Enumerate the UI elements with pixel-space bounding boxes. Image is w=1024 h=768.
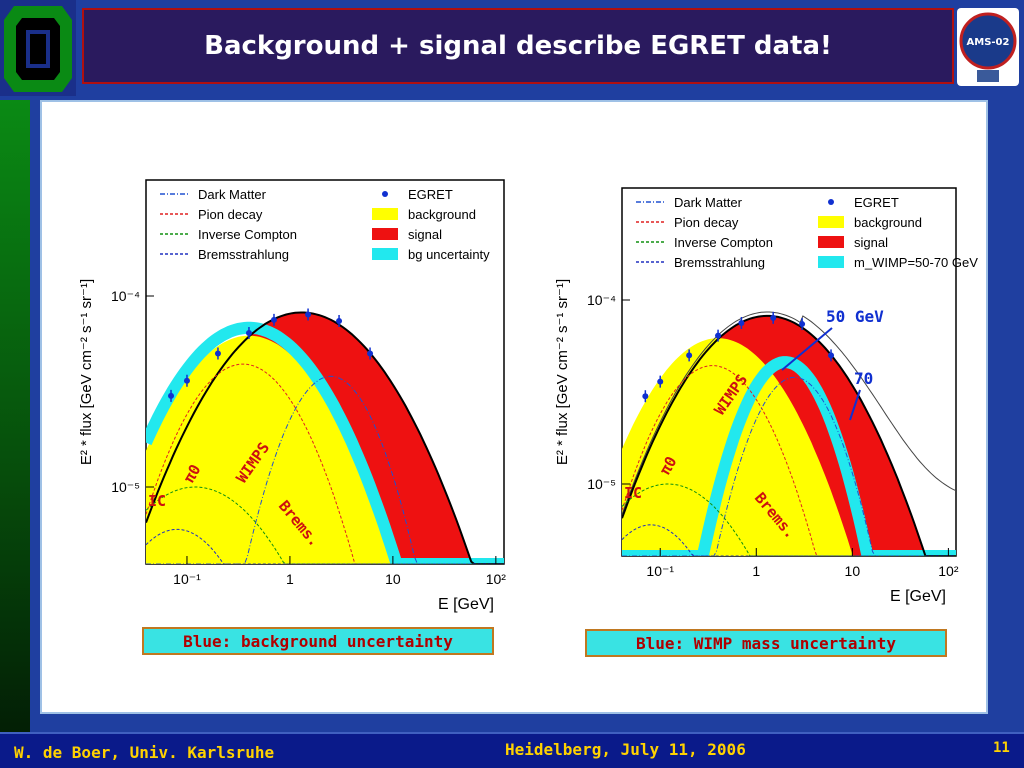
legend-label: Pion decay [674,215,739,230]
y-axis-label: E² * flux [GeV cm⁻² s⁻¹ sr⁻¹] [554,279,571,465]
legend-box [372,208,398,220]
pion-decay-line [146,363,504,564]
bg-uncertainty-band [146,321,504,564]
legend-box [818,236,844,248]
caption-right: Blue: WIMP mass uncertainty [585,629,947,657]
plot-area [622,311,956,556]
egret-point [183,377,190,384]
egret-point [686,352,693,359]
y-tick-label: 10⁻⁴ [587,292,616,308]
slide-title: Background + signal describe EGRET data! [204,31,832,61]
wimp-mass-band [622,356,956,556]
egret-point [770,314,777,321]
legend-label: signal [854,235,888,250]
legend-label: Inverse Compton [198,227,297,242]
egret-point [214,350,221,357]
ams-logo: AMS-02 [957,8,1019,86]
x-axis-label: E [GeV] [890,588,946,605]
annotation-ic: IC [148,492,166,510]
x-tick-label: 10² [486,571,507,587]
x-tick-label: 10 [845,563,861,579]
legend-label: bg uncertainty [408,247,490,262]
legend-box [372,248,398,260]
egret-point [270,316,277,323]
egret-point [367,350,374,357]
footer-author: W. de Boer, Univ. Karlsruhe [14,743,275,762]
chart-right: 10⁻¹ 1 10 10² 10⁻⁵ 10⁻⁴ E [GeV] E² * flux [GeV … [554,187,978,605]
legend-box [372,228,398,240]
ams-logo-text: AMS-02 [967,37,1010,48]
egret-point [738,319,745,326]
pion-decay-line [622,365,956,556]
annotation-50gev-pointer [781,327,833,371]
annotation-50gev: 50 GeV [826,307,884,326]
x-axis-label: E [GeV] [438,596,494,613]
annotation-70-pointer [849,389,861,421]
footer-event: Heidelberg, July 11, 2006 [505,740,746,759]
egret-point [828,352,835,359]
y-tick-label: 10⁻⁴ [111,288,140,304]
title-box: Background + signal describe EGRET data! [82,8,954,84]
egret-point [336,317,343,324]
university-logo [0,0,76,96]
x-tick-label: 10 [385,571,401,587]
legend-label: background [854,215,922,230]
legend-label: signal [408,227,442,242]
legend-box [818,256,844,268]
legend-label: background [408,207,476,222]
caption-left-text: Blue: background uncertainty [183,631,453,651]
alt-total-line [622,311,956,515]
y-tick-label: 10⁻⁵ [587,476,616,492]
plot-area [146,311,504,564]
y-axis-label: E² * flux [GeV cm⁻² s⁻¹ sr⁻¹] [78,279,95,465]
egret-point [799,321,806,328]
egret-point [642,393,649,400]
total-line [622,314,956,556]
egret-point [168,392,175,399]
total-line [146,311,504,564]
egret-point [715,332,722,339]
background-area [622,338,956,556]
x-tick-label: 1 [286,571,294,587]
x-tick-label: 10⁻¹ [646,563,674,579]
legend-box [818,216,844,228]
legend-label: Dark Matter [674,195,743,210]
legend-label: m_WIMP=50-70 GeV [854,255,978,270]
x-tick-label: 1 [752,563,760,579]
legend-label: EGRET [854,195,899,210]
egret-point [657,378,664,385]
annotation-70: 70 [854,369,873,388]
legend-label: EGRET [408,187,453,202]
y-tick-label: 10⁻⁵ [111,479,140,495]
footer-page-number: 11 [993,740,1010,756]
caption-left: Blue: background uncertainty [142,627,494,655]
inverse-compton-line [146,486,504,564]
annotation-ic: IC [624,484,642,502]
inverse-compton-line [622,483,956,556]
legend-label: Bremsstrahlung [674,255,765,270]
legend-label: Inverse Compton [674,235,773,250]
legend-label: Bremsstrahlung [198,247,289,262]
egret-point [305,311,312,318]
footer: W. de Boer, Univ. Karlsruhe Heidelberg, … [0,732,1024,768]
caption-right-text: Blue: WIMP mass uncertainty [635,633,897,653]
bremsstrahlung-line [146,528,504,564]
background-area [146,335,504,564]
legend-label: Dark Matter [198,187,267,202]
legend-dot [382,191,388,197]
egret-point [245,330,252,337]
x-tick-label: 10⁻¹ [173,571,201,587]
x-tick-label: 10² [938,563,959,579]
chart-left: 10⁻¹ 1 10 10² 10⁻⁵ 10⁻⁴ E [GeV] E² * flux [GeV … [78,179,507,613]
left-side-bar [0,100,30,732]
legend-label: Pion decay [198,207,263,222]
content-panel: 10⁻¹ 1 10 10² 10⁻⁵ 10⁻⁴ E [GeV] E² * flux [GeV … [40,100,988,714]
legend-dot [828,199,834,205]
